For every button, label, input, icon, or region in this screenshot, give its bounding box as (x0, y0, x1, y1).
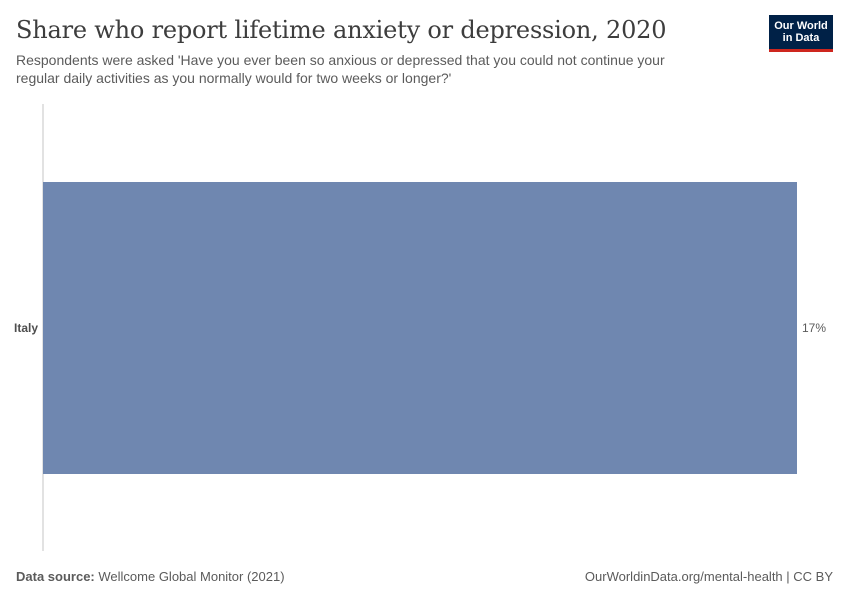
chart-subtitle: Respondents were asked 'Have you ever be… (16, 52, 665, 86)
data-source: Data source: Wellcome Global Monitor (20… (16, 569, 285, 584)
category-label: Italy (14, 321, 38, 335)
bar-italy[interactable] (43, 182, 797, 474)
footer-url[interactable]: OurWorldinData.org/mental-health | CC BY (584, 569, 833, 584)
logo-line-1: Our World (774, 20, 828, 32)
chart-title: Share who report lifetime anxiety or dep… (16, 16, 667, 44)
chart-footer: Data source: Wellcome Global Monitor (20… (16, 569, 833, 584)
value-label: 17% (802, 321, 826, 335)
owid-logo[interactable]: Our World in Data (769, 15, 833, 52)
data-source-label: Data source: (16, 569, 95, 584)
data-source-text[interactable]: Wellcome Global Monitor (2021) (98, 569, 285, 584)
logo-line-2: in Data (782, 32, 820, 44)
chart-header: Share who report lifetime anxiety or dep… (16, 14, 716, 87)
